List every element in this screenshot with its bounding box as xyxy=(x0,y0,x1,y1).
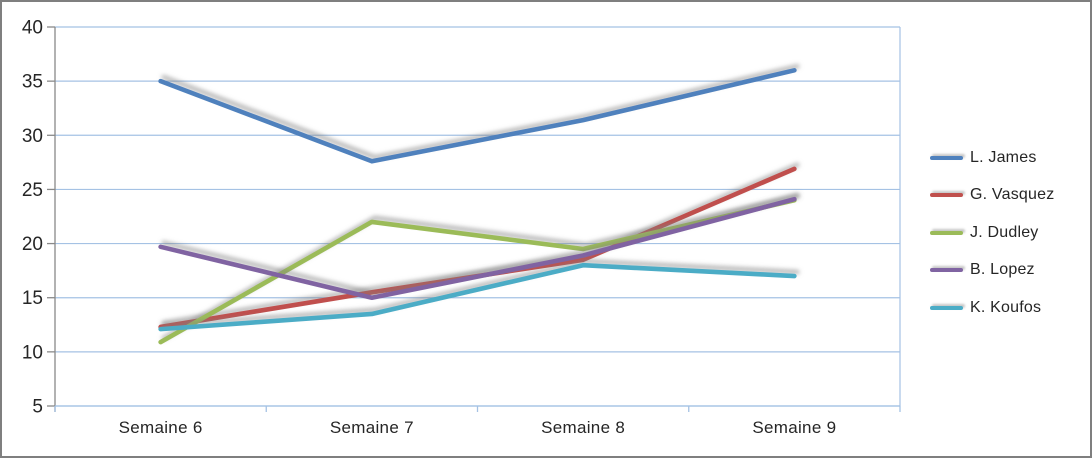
legend-label: L. James xyxy=(970,148,1037,166)
x-category-label: Semaine 8 xyxy=(541,418,625,437)
y-tick-label: 25 xyxy=(22,180,43,201)
series-line-l-james xyxy=(158,68,797,164)
legend-item-l-james: L. James xyxy=(930,139,1090,177)
y-tick-label: 10 xyxy=(22,342,43,363)
y-tick-label: 5 xyxy=(32,397,43,418)
x-category-label: Semaine 7 xyxy=(330,418,414,437)
legend-item-j-dudley: J. Dudley xyxy=(930,214,1090,252)
x-category-label: Semaine 6 xyxy=(119,418,203,437)
legend-line-swatch xyxy=(930,305,963,310)
x-category-label: Semaine 9 xyxy=(752,418,836,437)
series-lines xyxy=(158,68,797,345)
legend-line-swatch xyxy=(930,268,963,273)
y-tick-label: 40 xyxy=(22,18,43,39)
y-tick-label: 35 xyxy=(22,72,43,93)
y-tick-label: 15 xyxy=(22,288,43,309)
series-line-j-dudley xyxy=(158,197,797,345)
y-tick-label: 20 xyxy=(22,234,43,255)
legend-label: B. Lopez xyxy=(970,261,1035,279)
legend-item-b-lopez: B. Lopez xyxy=(930,252,1090,290)
series-line-b-lopez xyxy=(158,196,797,301)
x-axis-category-labels: Semaine 6 Semaine 7 Semaine 8 Semaine 9 xyxy=(119,418,836,437)
y-axis-tick-labels: 40 35 30 25 20 15 10 5 xyxy=(22,18,43,418)
gridlines xyxy=(55,26,901,407)
series-line-g-vasquez xyxy=(158,166,797,330)
legend-line-swatch xyxy=(930,193,963,198)
legend-line-swatch xyxy=(930,230,963,235)
series-line-k-koufos xyxy=(158,262,797,332)
legend-item-k-koufos: K. Koufos xyxy=(930,289,1090,327)
legend: L. James G. Vasquez J. Dudley B. Lopez K… xyxy=(930,139,1090,327)
axes xyxy=(47,26,901,412)
legend-line-swatch xyxy=(930,155,963,160)
legend-label: G. Vasquez xyxy=(970,186,1055,204)
legend-label: J. Dudley xyxy=(970,223,1039,241)
y-tick-label: 30 xyxy=(22,126,43,147)
legend-label: K. Koufos xyxy=(970,298,1042,316)
legend-item-g-vasquez: G. Vasquez xyxy=(930,177,1090,215)
